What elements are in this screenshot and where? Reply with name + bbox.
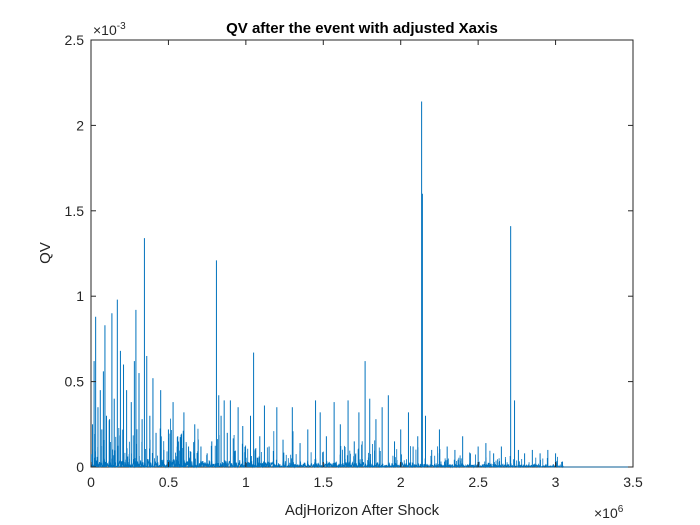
y-tick-label: 1 <box>76 288 84 304</box>
x-axis-label: AdjHorizon After Shock <box>285 502 440 519</box>
x-tick-label: 0 <box>87 474 95 490</box>
x-tick-label: 1.5 <box>314 474 334 490</box>
y-axis-multiplier: ×10-3 <box>93 21 126 38</box>
x-multiplier-base: ×10 <box>594 505 618 521</box>
y-tick-label: 2.5 <box>65 32 85 48</box>
y-axis-label: QV <box>37 242 54 264</box>
axes-box <box>90 39 634 468</box>
x-tick-label: 2 <box>397 474 405 490</box>
y-tick-label: 1.5 <box>65 203 85 219</box>
axis-ticks: 0 0.5 1 1.5 2 2.5 3 3.5 0 0.5 1 1.5 2 2.5 <box>65 32 643 490</box>
plot-area: 0 0.5 1 1.5 2 2.5 3 3.5 0 0.5 1 1.5 2 2.5 <box>65 32 643 490</box>
y-multiplier-base: ×10 <box>93 22 117 38</box>
y-tick-label: 0 <box>76 459 84 475</box>
x-tick-label: 1 <box>242 474 250 490</box>
chart-title: QV after the event with adjusted Xaxis <box>226 20 498 37</box>
x-tick-label: 0.5 <box>159 474 179 490</box>
x-tick-label: 2.5 <box>468 474 488 490</box>
x-tick-label: 3.5 <box>623 474 643 490</box>
y-tick-label: 0.5 <box>65 374 85 390</box>
x-tick-label: 3 <box>552 474 560 490</box>
y-multiplier-exponent: -3 <box>117 21 126 32</box>
y-tick-label: 2 <box>76 117 84 133</box>
x-multiplier-exponent: 6 <box>618 504 624 515</box>
x-axis-multiplier: ×106 <box>594 504 624 521</box>
data-series <box>90 101 632 469</box>
